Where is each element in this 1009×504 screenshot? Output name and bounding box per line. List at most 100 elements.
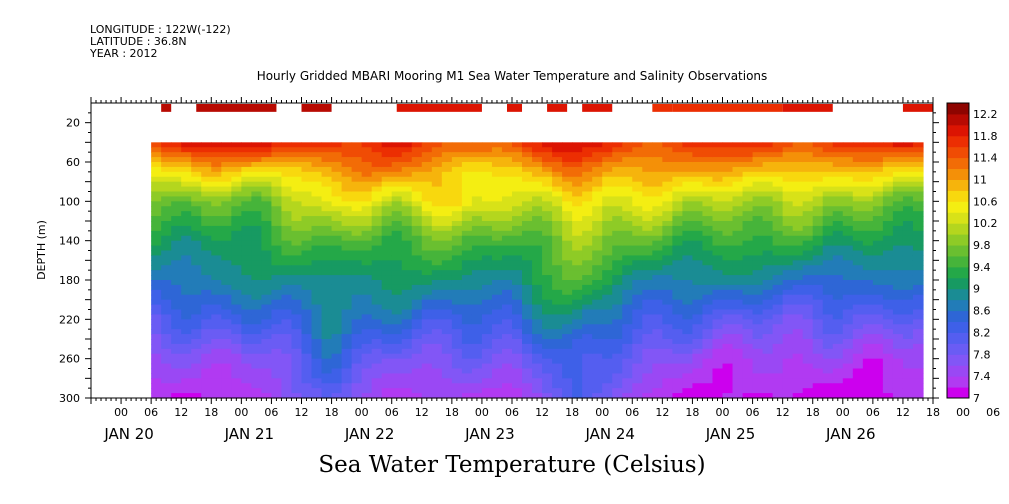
heatmap-cell [872,289,884,296]
heatmap-cell [361,206,373,212]
heatmap-cell [351,368,363,375]
heatmap-cell [812,294,824,301]
heatmap-cell [642,353,653,360]
heatmap-cell [762,221,774,227]
heatmap-cell [451,230,463,237]
heatmap-cell [371,339,383,345]
heatmap-cell [862,383,874,389]
heatmap-cell [171,171,182,178]
heatmap-cell [742,319,754,325]
heatmap-cell [772,343,784,350]
heatmap-cell [662,196,673,202]
heatmap-cell [832,162,844,168]
heatmap-cell [712,343,724,350]
heatmap-cell [712,348,724,355]
heatmap-cell [892,353,904,360]
heatmap-cell [491,206,503,212]
heatmap-cell [752,294,764,301]
heatmap-cell [281,275,293,281]
heatmap-cell [331,201,343,207]
heatmap-cell [912,378,924,384]
heatmap-cell [341,334,353,340]
heatmap-cell [391,289,403,296]
heatmap-cell [161,142,172,148]
heatmap-cell [211,275,222,281]
heatmap-cell [301,373,313,379]
heatmap-cell [802,319,814,325]
heatmap-cell [231,176,242,183]
heatmap-cell [712,250,724,257]
heatmap-cell [441,181,453,188]
heatmap-cell [281,378,293,384]
heatmap-cell [742,270,754,276]
heatmap-cell [391,334,403,340]
heatmap-cell [572,299,583,306]
heatmap-cell [451,319,463,325]
heatmap-cell [862,299,874,306]
heatmap-cell [181,339,192,345]
heatmap-cell [321,289,333,296]
heatmap-cell [542,181,553,188]
heatmap-cell [602,191,613,198]
heatmap-cell [341,196,353,202]
heatmap-cell [892,373,904,379]
heatmap-cell [552,171,563,178]
heatmap-cell [752,191,764,198]
heatmap-cell [772,196,784,202]
heatmap-cell [722,358,734,365]
heatmap-cell [612,309,623,316]
heatmap-cell [371,314,383,320]
heatmap-cell [181,166,192,173]
heatmap-cell [151,265,162,271]
heatmap-cell [522,368,533,375]
heatmap-cell [882,270,894,276]
heatmap-cell [682,142,694,148]
heatmap-cell [842,265,854,271]
heatmap-cell [762,363,774,370]
heatmap-cell [832,294,844,301]
heatmap-cell [902,186,914,193]
heatmap-cell [451,358,463,365]
heatmap-cell [471,221,483,227]
colorbar-swatch [947,266,969,279]
heatmap-cell [672,142,683,148]
heatmap-cell [802,176,814,183]
heatmap-cell [822,289,834,296]
heatmap-cell [702,275,714,281]
heatmap-cell [191,196,202,202]
heatmap-cell [792,216,804,222]
heatmap-cell [291,240,303,247]
heatmap-cell [291,186,303,193]
heatmap-cell [211,171,222,178]
heatmap-cell [241,280,252,286]
heatmap-cell [672,225,683,232]
heatmap-cell [231,368,242,375]
heatmap-cell [752,368,764,375]
heatmap-cell [782,162,794,168]
heatmap-cell [592,329,603,335]
heatmap-cell [431,201,443,207]
heatmap-cell [832,191,844,198]
heatmap-cell [301,319,313,325]
heatmap-cell [662,240,673,247]
heatmap-cell [201,240,212,247]
heatmap-cell [261,324,273,330]
heatmap-cell [151,191,162,198]
heatmap-cell [221,280,232,286]
heatmap-cell [351,181,363,188]
heatmap-cell [512,201,523,207]
heatmap-cell [201,265,212,271]
heatmap-cell [241,206,252,212]
heatmap-cell [311,206,323,212]
heatmap-cell [381,270,393,276]
heatmap-cell [391,275,403,281]
heatmap-cell [421,235,433,242]
heatmap-cell [662,152,673,158]
heatmap-cell [782,147,794,153]
heatmap-cell [331,314,343,320]
heatmap-cell [331,230,343,237]
heatmap-cell [381,181,393,188]
heatmap-cell [512,245,523,252]
heatmap-cell [832,353,844,360]
heatmap-cell [501,166,513,173]
